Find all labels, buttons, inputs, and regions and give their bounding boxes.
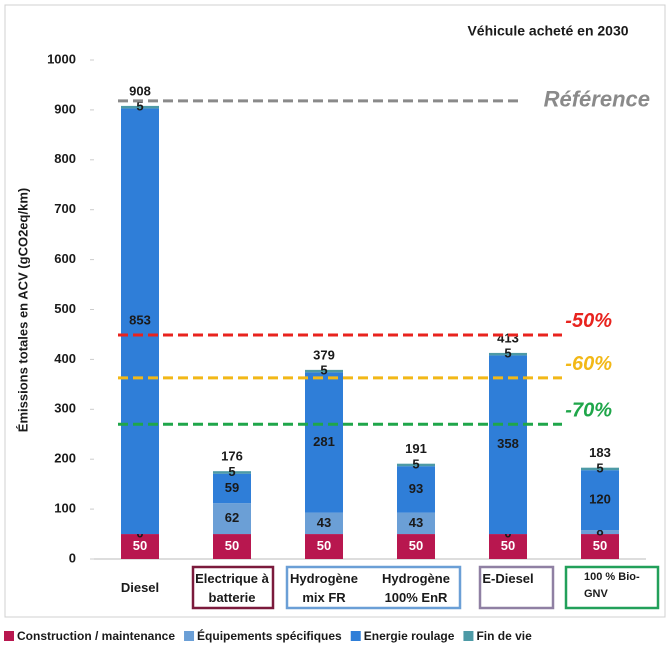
data-label: 50 bbox=[133, 538, 147, 553]
category-box bbox=[564, 565, 660, 610]
y-tick-label: 0 bbox=[69, 550, 76, 565]
data-label: 50 bbox=[593, 538, 607, 553]
bar-segment bbox=[305, 369, 343, 373]
x-tick-label: Electrique à batterie bbox=[195, 571, 269, 605]
category-box bbox=[191, 565, 275, 610]
bar-segment bbox=[121, 105, 159, 109]
data-label: 59 bbox=[225, 480, 239, 495]
y-tick-label: 400 bbox=[54, 351, 76, 366]
data-label: 62 bbox=[225, 510, 239, 525]
bar-segment bbox=[489, 352, 527, 356]
data-label: 5 bbox=[228, 464, 235, 479]
chart-frame bbox=[4, 4, 666, 618]
reference-label: -60% bbox=[565, 353, 612, 375]
data-label: 120 bbox=[589, 492, 611, 507]
bar-segment bbox=[305, 534, 343, 559]
bar-segment bbox=[581, 530, 619, 535]
y-tick-label: 200 bbox=[54, 451, 76, 466]
bar-segment bbox=[397, 466, 435, 513]
y-tick-label: 100 bbox=[54, 501, 76, 516]
data-label: 281 bbox=[313, 434, 335, 449]
category-box bbox=[478, 565, 555, 610]
total-label: 413 bbox=[497, 330, 519, 345]
x-tick-label: Hydrogène 100% EnR bbox=[382, 571, 450, 605]
legend-label: Energie roulage bbox=[364, 629, 455, 643]
y-tick-label: 900 bbox=[54, 101, 76, 116]
bar-segment bbox=[489, 534, 527, 559]
legend-label: Fin de vie bbox=[476, 629, 532, 643]
total-label: 183 bbox=[589, 445, 611, 460]
legend-swatch bbox=[463, 631, 474, 641]
reference-label: Référence bbox=[544, 87, 650, 112]
data-label: 358 bbox=[497, 436, 519, 451]
bar-segment bbox=[121, 108, 159, 535]
y-tick-label: 300 bbox=[54, 401, 76, 416]
bar-segment bbox=[581, 467, 619, 471]
y-tick-label: 500 bbox=[54, 301, 76, 316]
y-tick-label: 700 bbox=[54, 201, 76, 216]
data-label: 5 bbox=[412, 456, 419, 471]
reference-label: -50% bbox=[565, 310, 612, 332]
y-tick-label: 600 bbox=[54, 251, 76, 266]
legend-swatch bbox=[184, 631, 195, 641]
reference-label: -70% bbox=[565, 400, 612, 422]
total-label: 176 bbox=[221, 449, 243, 464]
data-label: 5 bbox=[136, 99, 143, 114]
bar-segment bbox=[397, 512, 435, 535]
y-axis-label: Émissions totales en ACV (gCO2eq/km) bbox=[15, 188, 30, 432]
bar-segment bbox=[489, 355, 527, 535]
legend-swatch bbox=[350, 631, 361, 641]
data-label: 50 bbox=[225, 538, 239, 553]
data-label: 5 bbox=[504, 346, 511, 361]
legend-label: Équipements spécifiques bbox=[197, 628, 342, 643]
bar-segment bbox=[213, 534, 251, 559]
data-label: 8 bbox=[596, 523, 603, 538]
data-label: 5 bbox=[320, 363, 327, 378]
category-box bbox=[285, 565, 462, 610]
total-label: 191 bbox=[405, 441, 427, 456]
legend-label: Construction / maintenance bbox=[17, 629, 175, 643]
y-tick-label: 1000 bbox=[47, 51, 76, 66]
bar-segment bbox=[305, 512, 343, 535]
data-label: 43 bbox=[409, 515, 423, 530]
total-label: 379 bbox=[313, 347, 335, 362]
data-label: 5 bbox=[596, 460, 603, 475]
x-tick-label: Diesel bbox=[120, 580, 160, 595]
chart-title: Véhicule acheté en 2030 bbox=[467, 23, 628, 39]
bar-segment bbox=[213, 503, 251, 535]
bar-segment bbox=[581, 470, 619, 531]
legend-swatch bbox=[4, 631, 14, 641]
data-label: 93 bbox=[409, 481, 423, 496]
x-tick-label: E-Diesel bbox=[482, 571, 534, 586]
bar-segment bbox=[121, 534, 159, 559]
data-label: 50 bbox=[317, 538, 331, 553]
x-tick-label: Hydrogène mix FR bbox=[290, 571, 358, 605]
bar-segment bbox=[213, 473, 251, 504]
data-label: 50 bbox=[501, 538, 515, 553]
data-label: 43 bbox=[317, 515, 331, 530]
total-label: 908 bbox=[129, 83, 151, 98]
y-tick-label: 800 bbox=[54, 151, 76, 166]
bar-segment bbox=[397, 534, 435, 559]
bar-segment bbox=[213, 471, 251, 474]
data-label: 853 bbox=[129, 313, 151, 328]
bar-segment bbox=[305, 372, 343, 513]
bar-segment bbox=[581, 534, 619, 559]
x-tick-label: 100 % Bio-GNV bbox=[584, 571, 640, 600]
data-label: 50 bbox=[409, 538, 423, 553]
bar-segment bbox=[397, 463, 435, 467]
